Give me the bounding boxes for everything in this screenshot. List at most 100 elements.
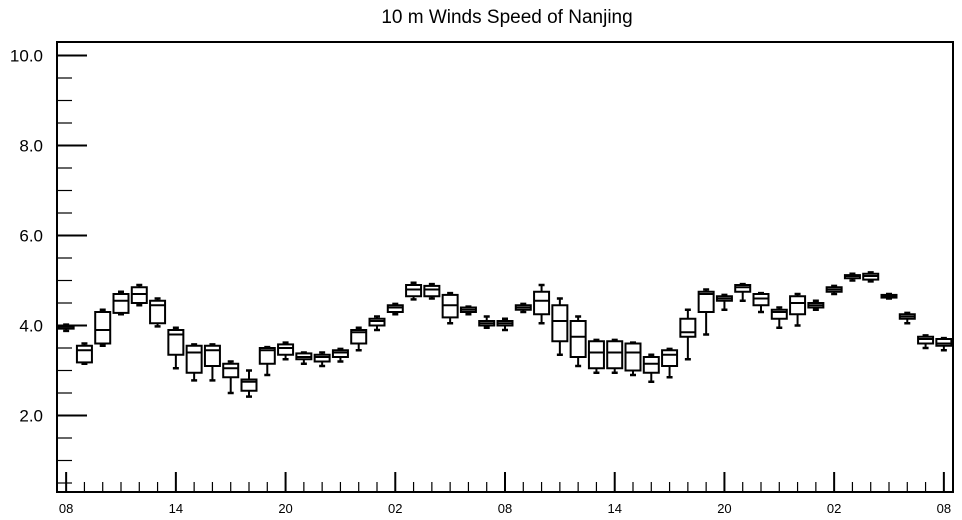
box-body bbox=[405, 284, 423, 298]
box-body bbox=[679, 317, 697, 338]
x-tick-label: 20 bbox=[717, 501, 731, 516]
box-23 bbox=[478, 315, 496, 329]
box-1 bbox=[75, 342, 93, 365]
box-body bbox=[587, 340, 605, 370]
box-39 bbox=[770, 306, 788, 329]
box-body bbox=[661, 349, 679, 367]
box-body bbox=[350, 329, 368, 345]
box-body bbox=[313, 353, 331, 363]
box-body bbox=[935, 338, 953, 347]
box-3 bbox=[112, 290, 130, 316]
box-26 bbox=[533, 283, 551, 325]
box-27 bbox=[551, 297, 569, 356]
box-7 bbox=[185, 343, 203, 382]
boxes-layer bbox=[57, 271, 953, 398]
x-tick-label: 20 bbox=[278, 501, 292, 516]
box-body bbox=[203, 344, 221, 367]
box-6 bbox=[167, 326, 185, 370]
box-40 bbox=[789, 292, 807, 327]
y-tick-label: 10.0 bbox=[10, 47, 43, 66]
box-28 bbox=[569, 315, 587, 368]
box-48 bbox=[935, 336, 953, 352]
box-44 bbox=[862, 271, 880, 283]
box-38 bbox=[752, 291, 770, 314]
box-25 bbox=[514, 302, 532, 314]
box-body bbox=[789, 295, 807, 316]
box-37 bbox=[734, 282, 752, 302]
labels-layer: 2.0 4.0 6.0 8.0 10.0 08 14 20 02 08 14 20 02 08 bbox=[10, 47, 951, 517]
box-31 bbox=[624, 341, 642, 377]
plot-frame bbox=[56, 41, 954, 493]
chart-title: 10 m Winds Speed of Nanjing bbox=[381, 7, 632, 28]
box-8 bbox=[203, 343, 221, 382]
box-30 bbox=[606, 338, 624, 374]
ticks-layer bbox=[57, 54, 945, 492]
box-18 bbox=[386, 302, 404, 316]
box-body bbox=[551, 304, 569, 343]
y-tick-label: 8.0 bbox=[19, 137, 43, 156]
box-body bbox=[331, 349, 349, 358]
box-body bbox=[277, 343, 295, 356]
box-body bbox=[533, 290, 551, 316]
box-body bbox=[94, 311, 112, 345]
box-body bbox=[185, 344, 203, 374]
box-13 bbox=[295, 351, 313, 365]
box-42 bbox=[825, 284, 843, 296]
y-tick-label: 4.0 bbox=[19, 317, 43, 336]
box-45 bbox=[880, 292, 898, 300]
box-14 bbox=[313, 351, 331, 368]
box-body bbox=[734, 284, 752, 293]
box-43 bbox=[843, 272, 861, 282]
x-tick-label: 14 bbox=[169, 501, 183, 516]
box-body bbox=[642, 356, 660, 374]
x-tick-label: 08 bbox=[937, 501, 951, 516]
box-32 bbox=[642, 353, 660, 383]
box-35 bbox=[697, 288, 715, 336]
box-4 bbox=[130, 283, 148, 307]
x-tick-label: 02 bbox=[827, 501, 841, 516]
box-47 bbox=[917, 334, 935, 350]
box-20 bbox=[423, 282, 441, 300]
box-17 bbox=[368, 315, 386, 332]
box-11 bbox=[258, 345, 276, 377]
x-tick-label: 08 bbox=[498, 501, 512, 516]
box-body bbox=[222, 362, 240, 379]
box-body bbox=[569, 320, 587, 358]
box-12 bbox=[277, 341, 295, 361]
box-5 bbox=[149, 297, 167, 328]
box-body bbox=[75, 344, 93, 364]
box-body bbox=[149, 299, 167, 325]
x-tick-label: 14 bbox=[607, 501, 621, 516]
y-tick-label: 2.0 bbox=[19, 407, 43, 426]
box-41 bbox=[807, 299, 825, 311]
box-body bbox=[112, 293, 130, 314]
x-tick-label: 02 bbox=[388, 501, 402, 516]
box-36 bbox=[715, 293, 733, 311]
box-19 bbox=[405, 281, 423, 301]
box-34 bbox=[679, 308, 697, 361]
box-15 bbox=[331, 347, 349, 363]
box-body bbox=[130, 286, 148, 304]
box-22 bbox=[459, 305, 477, 316]
box-16 bbox=[350, 326, 368, 352]
box-body bbox=[624, 342, 642, 372]
box-body bbox=[167, 329, 185, 356]
x-tick-label: 08 bbox=[59, 501, 73, 516]
box-body bbox=[240, 378, 258, 392]
box-10 bbox=[240, 369, 258, 398]
box-body bbox=[770, 308, 788, 320]
box-body bbox=[697, 290, 715, 313]
y-tick-label: 6.0 bbox=[19, 227, 43, 246]
box-body bbox=[423, 284, 441, 298]
box-body bbox=[386, 304, 404, 313]
box-0 bbox=[57, 323, 75, 333]
box-body bbox=[752, 293, 770, 307]
box-body bbox=[258, 347, 276, 365]
box-24 bbox=[496, 317, 514, 332]
box-body bbox=[606, 340, 624, 370]
box-body bbox=[917, 335, 935, 345]
box-9 bbox=[222, 360, 240, 395]
box-21 bbox=[441, 291, 459, 325]
box-33 bbox=[661, 347, 679, 379]
